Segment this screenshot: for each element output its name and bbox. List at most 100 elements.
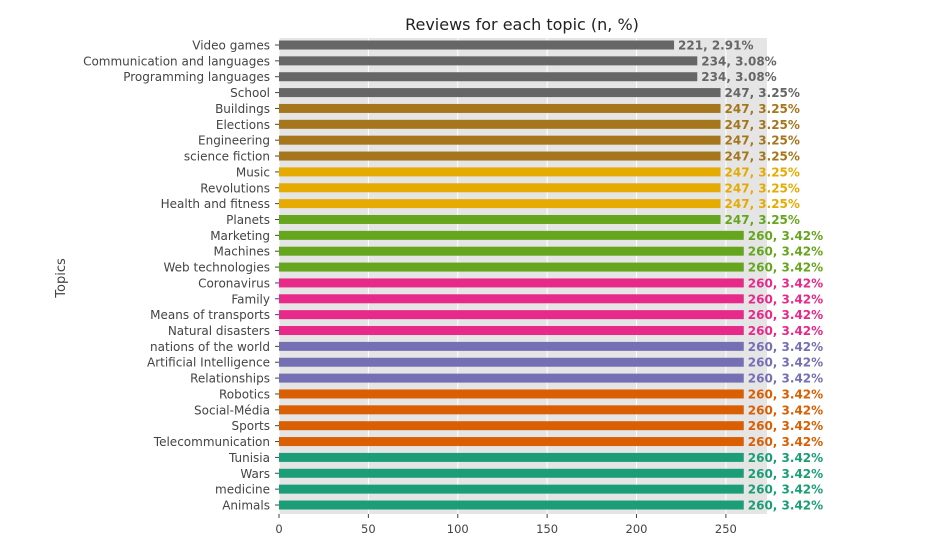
bar (279, 135, 721, 145)
category-label: Wars (240, 467, 270, 481)
bar (279, 214, 721, 224)
data-label: 260, 3.42% (748, 308, 823, 322)
bar (279, 421, 744, 431)
data-label: 247, 3.25% (725, 150, 800, 164)
data-labels: 221, 2.91%234, 3.08%234, 3.08%247, 3.25%… (678, 39, 823, 513)
bars (279, 40, 744, 510)
bar (279, 437, 744, 447)
category-label: nations of the world (150, 340, 270, 354)
bar (279, 468, 744, 478)
data-label: 260, 3.42% (748, 483, 823, 497)
bar (279, 357, 744, 367)
data-label: 247, 3.25% (725, 118, 800, 132)
bar (279, 278, 744, 288)
bar (279, 230, 744, 240)
category-label: Relationships (190, 372, 270, 386)
x-tick-label: 200 (626, 522, 648, 536)
category-label: medicine (215, 483, 270, 497)
bar (279, 167, 721, 177)
bar (279, 183, 721, 193)
category-label: Programming languages (123, 70, 270, 84)
data-label: 260, 3.42% (748, 403, 823, 417)
category-label: Planets (226, 213, 270, 227)
data-label: 260, 3.42% (748, 276, 823, 290)
grid-lines (278, 38, 727, 514)
data-label: 247, 3.25% (725, 197, 800, 211)
bar (279, 500, 744, 510)
data-label: 260, 3.42% (748, 261, 823, 275)
category-label: Machines (214, 245, 270, 259)
bar (279, 294, 744, 304)
category-label: Video games (192, 39, 270, 53)
bar (279, 246, 744, 256)
category-label: Means of transports (150, 308, 270, 322)
category-label: Natural disasters (168, 324, 270, 338)
category-label: School (230, 86, 270, 100)
data-label: 247, 3.25% (725, 134, 800, 148)
category-label: Communication and languages (83, 54, 270, 68)
category-label: science fiction (184, 150, 270, 164)
data-label: 260, 3.42% (748, 451, 823, 465)
data-label: 260, 3.42% (748, 467, 823, 481)
data-label: 234, 3.08% (701, 54, 776, 68)
bar (279, 452, 744, 462)
data-label: 247, 3.25% (725, 165, 800, 179)
data-label: 260, 3.42% (748, 324, 823, 338)
x-tick-label: 150 (536, 522, 558, 536)
data-label: 260, 3.42% (748, 292, 823, 306)
bar (279, 199, 721, 209)
category-label: Buildings (215, 102, 270, 116)
category-label: Sports (232, 419, 270, 433)
data-label: 260, 3.42% (748, 387, 823, 401)
data-label: 260, 3.42% (748, 245, 823, 259)
x-tick-label: 50 (361, 522, 376, 536)
data-label: 260, 3.42% (748, 340, 823, 354)
data-label: 260, 3.42% (748, 356, 823, 370)
data-label: 260, 3.42% (748, 419, 823, 433)
category-label: Social-Média (194, 403, 270, 417)
bar (279, 326, 744, 336)
category-label: Elections (216, 118, 270, 132)
data-label: 260, 3.42% (748, 229, 823, 243)
bar (279, 88, 721, 98)
data-label: 234, 3.08% (701, 70, 776, 84)
bar (279, 310, 744, 320)
bar (279, 119, 721, 129)
category-label: Revolutions (200, 181, 270, 195)
category-label: Music (236, 165, 270, 179)
category-label: Tunisia (228, 451, 270, 465)
bar (279, 405, 744, 415)
category-label: Artificial Intelligence (147, 356, 270, 370)
category-label: Web technologies (164, 261, 270, 275)
bar (279, 484, 744, 494)
data-label: 221, 2.91% (678, 39, 753, 53)
bar (279, 56, 698, 66)
bar (279, 262, 744, 272)
x-tick-label: 0 (275, 522, 282, 536)
data-label: 247, 3.25% (725, 213, 800, 227)
category-label: Coronavirus (198, 276, 270, 290)
x-axis-ticks: 0 50 100 150 200 250 (275, 514, 737, 536)
bar (279, 40, 675, 50)
data-label: 260, 3.42% (748, 372, 823, 386)
category-label: Health and fitness (161, 197, 270, 211)
x-tick-label: 100 (447, 522, 469, 536)
data-label: 260, 3.42% (748, 435, 823, 449)
y-axis-label: Topics (54, 258, 69, 299)
category-label: Animals (222, 499, 270, 513)
category-label: Robotics (219, 387, 270, 401)
bar (279, 103, 721, 113)
data-label: 247, 3.25% (725, 102, 800, 116)
bar (279, 389, 744, 399)
bar (279, 373, 744, 383)
bar (279, 151, 721, 161)
bar (279, 341, 744, 351)
category-label: Family (231, 292, 270, 306)
category-label: Engineering (198, 134, 270, 148)
chart-title: Reviews for each topic (n, %) (405, 15, 639, 34)
category-label: Telecommunication (153, 435, 270, 449)
bar (279, 72, 698, 82)
data-label: 247, 3.25% (725, 86, 800, 100)
x-tick-label: 250 (715, 522, 737, 536)
